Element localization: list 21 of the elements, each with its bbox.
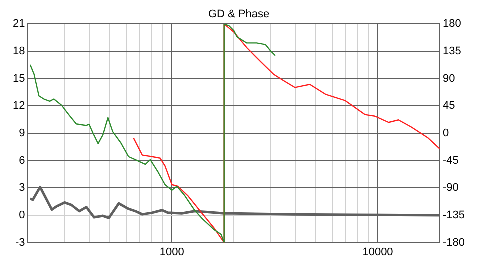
y-tick-label: -3 [15, 236, 26, 249]
y2-tick-label: -180 [442, 236, 466, 249]
y2-tick-label: -135 [442, 210, 466, 222]
y-tick-label: 21 [12, 18, 26, 30]
y2-tick-label: 135 [442, 46, 462, 58]
x-tick-label: 1000 [160, 246, 184, 258]
y-tick-label: 3 [19, 182, 26, 194]
y2-tick-label: 0 [442, 128, 450, 140]
y2-tick-label: 90 [442, 72, 456, 85]
y-tick-label: 18 [12, 46, 26, 58]
y-tick-label: 0 [19, 210, 26, 222]
y-tick-label: 6 [19, 154, 26, 167]
y-tick-label: 12 [12, 100, 26, 112]
y2-tick-label: 45 [442, 100, 456, 112]
y2-tick-label: -45 [442, 154, 459, 167]
y-tick-label: 9 [19, 128, 26, 140]
x-tick-label: 10000 [362, 246, 394, 258]
y2-tick-label: -90 [442, 182, 459, 194]
y2-tick-label: 180 [442, 18, 462, 30]
chart-title: GD & Phase [208, 8, 270, 21]
y-tick-label: 15 [12, 72, 26, 85]
